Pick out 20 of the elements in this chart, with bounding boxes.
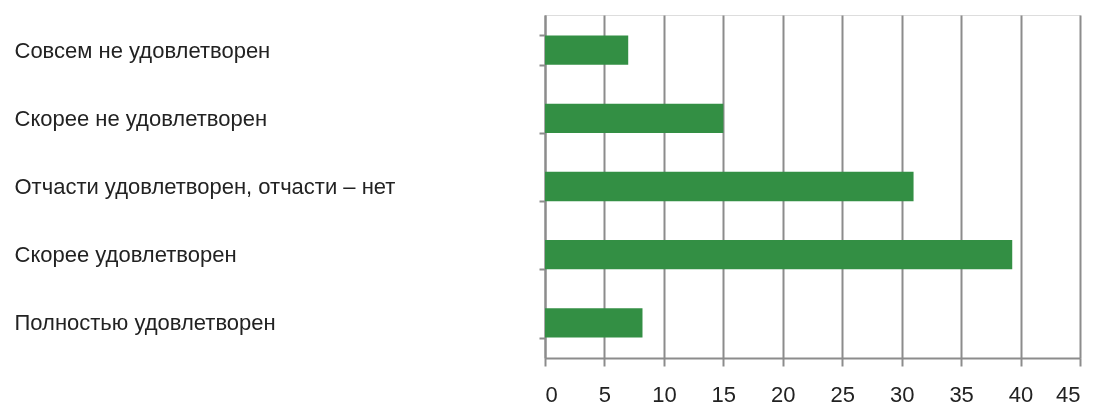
x-tick-label: 10 xyxy=(652,381,677,407)
bar xyxy=(545,35,629,65)
bar xyxy=(545,240,1013,270)
x-tick-label: 45 xyxy=(1056,381,1081,407)
y-tick-label: Скорее удовлетворен xyxy=(14,242,237,268)
x-tick-label: 40 xyxy=(1008,381,1034,407)
y-tick-label: Отчасти удовлетворен, отчасти – нет xyxy=(14,174,396,199)
x-tick-label: 20 xyxy=(771,381,796,407)
x-tick-label: 15 xyxy=(711,381,737,407)
x-tick-label: 5 xyxy=(598,381,612,407)
bar xyxy=(545,103,724,133)
x-tick-label: 30 xyxy=(889,381,915,407)
y-tick-label: Совсем не удовлетворен xyxy=(14,37,271,63)
x-tick-label: 0 xyxy=(545,381,558,407)
x-tick-label: 25 xyxy=(830,381,855,407)
y-tick-label: Полностью удовлетворен xyxy=(14,310,276,336)
x-tick-label: 35 xyxy=(949,381,974,407)
bar xyxy=(545,171,914,202)
bar xyxy=(545,308,643,338)
y-tick-label: Скорее не удовлетворен xyxy=(14,105,268,131)
